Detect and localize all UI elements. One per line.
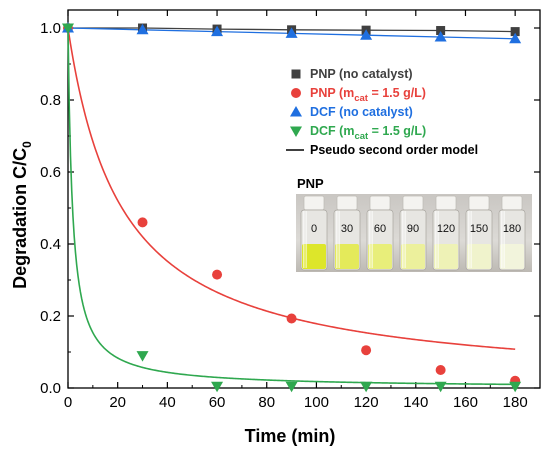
legend-entry: DCF (no catalyst) — [310, 105, 413, 119]
vial-highlight — [336, 211, 340, 268]
vial-highlight — [303, 211, 307, 268]
legend-marker — [291, 88, 301, 98]
x-tick-label: 0 — [64, 394, 72, 411]
y-tick-label: 0.8 — [40, 92, 61, 109]
vial-liquid — [368, 244, 392, 269]
data-point — [136, 351, 149, 362]
data-point — [434, 31, 447, 42]
y-tick-label: 0.0 — [40, 380, 61, 397]
vial-label: 120 — [437, 223, 455, 235]
y-tick-label: 0.2 — [40, 308, 61, 325]
inset-title: PNP — [297, 176, 324, 191]
vial-highlight — [402, 211, 406, 268]
data-point — [211, 25, 224, 37]
vials-photo-inset: PNP 0 30 60 90 120 150 180 — [296, 176, 532, 272]
vial-liquid — [335, 244, 359, 269]
vial: 180 — [498, 195, 526, 271]
legend-entry: PNP (mcat = 1.5 g/L) — [310, 86, 426, 104]
vial-liquid — [467, 244, 491, 269]
data-point — [137, 217, 148, 228]
data-point — [435, 365, 446, 375]
x-tick-label: 140 — [403, 394, 428, 411]
x-tick-label: 180 — [503, 394, 528, 411]
vial: 90 — [399, 195, 427, 271]
vial-liquid — [500, 244, 524, 269]
vial-highlight — [369, 211, 373, 268]
data-point — [360, 381, 373, 393]
vial-label: 150 — [470, 223, 488, 235]
legend-marker — [291, 69, 301, 79]
vial: 30 — [333, 195, 361, 271]
legend-entry: PNP (no catalyst) — [310, 67, 413, 81]
y-tick-label: 0.6 — [40, 164, 61, 181]
legend-entry-model: Pseudo second order model — [310, 143, 478, 157]
legend-marker — [290, 126, 302, 137]
vial-label: 90 — [407, 223, 419, 235]
vial-cap — [501, 195, 523, 211]
vial: 60 — [366, 195, 394, 271]
vial: 0 — [300, 195, 328, 271]
legend-marker — [290, 106, 302, 117]
vial-label: 0 — [311, 223, 317, 235]
vial-highlight — [435, 211, 439, 268]
data-point — [286, 313, 297, 324]
data-point — [285, 27, 298, 38]
y-axis-label: Degradation C/C0 — [10, 141, 34, 289]
legend-entry: DCF (mcat = 1.5 g/L) — [310, 124, 426, 142]
vial: 120 — [432, 195, 460, 271]
legend: PNP (no catalyst)PNP (mcat = 1.5 g/L)DCF… — [286, 67, 478, 157]
data-point — [509, 32, 522, 44]
data-point — [436, 26, 446, 36]
x-tick-label: 120 — [354, 394, 379, 411]
vial-cap — [402, 195, 424, 211]
vial-cap — [435, 195, 457, 211]
vial-cap — [369, 195, 391, 211]
data-point — [285, 381, 298, 393]
x-tick-label: 160 — [453, 394, 478, 411]
vial-cap — [303, 195, 325, 211]
data-point — [211, 381, 224, 393]
y-tick-label: 1.0 — [40, 20, 61, 37]
data-point — [509, 381, 522, 393]
vial: 150 — [465, 195, 493, 271]
vial-liquid — [401, 244, 425, 269]
x-tick-label: 80 — [258, 394, 275, 411]
vial-liquid — [302, 244, 326, 269]
data-point — [434, 381, 447, 393]
data-point — [136, 23, 149, 35]
x-tick-label: 100 — [304, 394, 329, 411]
vial-label: 30 — [341, 223, 353, 235]
data-point — [360, 29, 373, 40]
x-axis-label: Time (min) — [245, 426, 336, 446]
x-tick-label: 20 — [109, 394, 126, 411]
vial-label: 60 — [374, 223, 386, 235]
vial-liquid — [434, 244, 458, 269]
vial-cap — [336, 195, 358, 211]
y-tick-label: 0.4 — [40, 236, 61, 253]
plot-frame — [67, 9, 541, 389]
vial-label: 180 — [503, 223, 521, 235]
data-point — [212, 269, 223, 280]
vial-cap — [468, 195, 490, 211]
vial-highlight — [468, 211, 472, 268]
x-tick-label: 60 — [209, 394, 226, 411]
data-point — [361, 345, 372, 356]
vial-highlight — [501, 211, 505, 268]
data-point — [62, 23, 74, 34]
data-point — [510, 27, 520, 37]
x-tick-label: 40 — [159, 394, 176, 411]
